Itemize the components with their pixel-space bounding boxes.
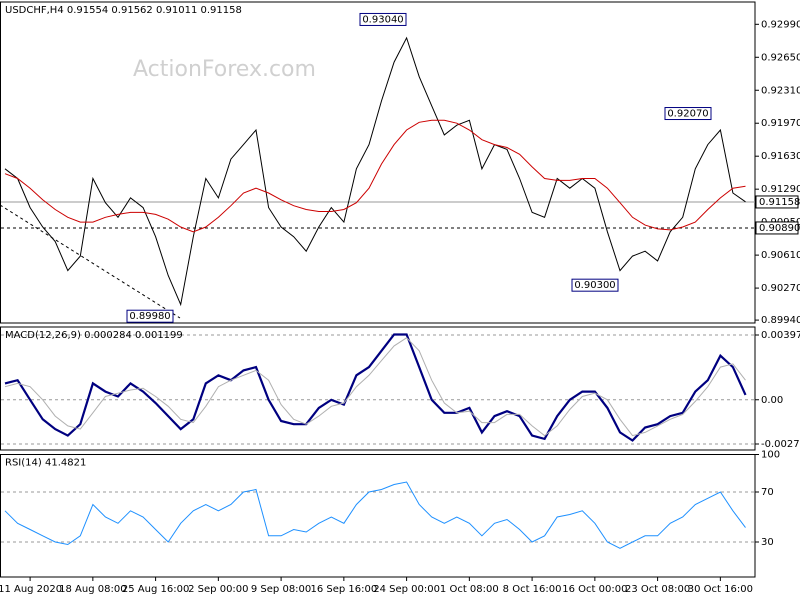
- x-tick-label: 1 Oct 08:00: [440, 584, 499, 595]
- header-value: 0.91554: [67, 5, 108, 16]
- y-tick-label: 70: [761, 487, 774, 498]
- x-tick-label: 16 Sep 16:00: [310, 584, 377, 595]
- series-line: [4, 36, 746, 307]
- series-line: [4, 119, 746, 233]
- y-tick-label: 0.92990: [761, 19, 800, 30]
- panel-frame: [0, 454, 756, 578]
- x-tick-label: 8 Oct 16:00: [503, 584, 562, 595]
- annotation-box: [359, 12, 407, 26]
- y-tick-label: 30: [761, 537, 774, 548]
- header-title: MACD(12,26,9): [5, 330, 81, 341]
- series-line: [4, 333, 747, 442]
- annotation-box: [664, 107, 712, 121]
- header-value: 41.4821: [45, 458, 86, 469]
- price-label-box: [755, 221, 799, 235]
- y-tick-label: 0.92650: [761, 52, 800, 63]
- y-tick-label: 0.00: [761, 395, 783, 406]
- price-label: 0.91158: [759, 197, 800, 208]
- panel-header: USDCHF,H4 0.91554 0.91562 0.91011 0.9115…: [5, 5, 242, 16]
- header-value: 0.91562: [111, 5, 152, 16]
- y-tick-label: 0.89940: [761, 315, 800, 326]
- y-tick-label: -0.002713: [761, 439, 800, 450]
- y-tick-label: 0.91290: [761, 184, 800, 195]
- annotation-label: 0.92070: [667, 109, 708, 120]
- panel-frame: [0, 1, 756, 324]
- panel-frame: [0, 326, 756, 451]
- series-line: [4, 337, 746, 437]
- y-tick-label: 0.90610: [761, 250, 800, 261]
- watermark: ActionForex.com: [133, 57, 316, 82]
- header-title: RSI(14): [5, 458, 42, 469]
- x-tick-label: 16 Oct 00:00: [562, 584, 627, 595]
- annotation-label: 0.90300: [574, 280, 615, 291]
- price-label-box: [755, 195, 799, 209]
- series-line: [4, 481, 746, 549]
- header-value: 0.000284: [84, 330, 132, 341]
- y-tick-label: 0.00397: [761, 330, 800, 341]
- header-value: 0.91158: [201, 5, 242, 16]
- header-value: 0.91011: [156, 5, 197, 16]
- header-title: USDCHF,H4: [5, 5, 64, 16]
- x-tick-label: 30 Oct 16:00: [688, 584, 753, 595]
- y-tick-label: 0.91630: [761, 151, 800, 162]
- y-tick-label: 0.92310: [761, 85, 800, 96]
- x-tick-label: 2 Sep 00:00: [188, 584, 248, 595]
- panel-header: MACD(12,26,9) 0.000284 0.001199: [5, 330, 183, 341]
- x-tick-label: 24 Sep 00:00: [373, 584, 440, 595]
- price-label: 0.90890: [759, 223, 800, 234]
- annotation-box: [126, 309, 174, 323]
- panel-header: RSI(14) 41.4821: [5, 458, 86, 469]
- y-tick-label: 0.90270: [761, 283, 800, 294]
- x-tick-label: 11 Aug 2020: [0, 584, 62, 595]
- y-tick-label: 100: [761, 450, 780, 461]
- header-value: 0.001199: [135, 330, 183, 341]
- x-tick-label: 18 Aug 08:00: [59, 584, 126, 595]
- annotation-label: 0.89980: [129, 311, 170, 322]
- annotation-box: [571, 278, 619, 292]
- x-tick-label: 9 Sep 08:00: [251, 584, 311, 595]
- x-tick-label: 25 Aug 16:00: [122, 584, 189, 595]
- x-tick-label: 23 Oct 08:00: [625, 584, 690, 595]
- annotation-label: 0.93040: [362, 14, 403, 25]
- y-tick-label: 0.91970: [761, 118, 800, 129]
